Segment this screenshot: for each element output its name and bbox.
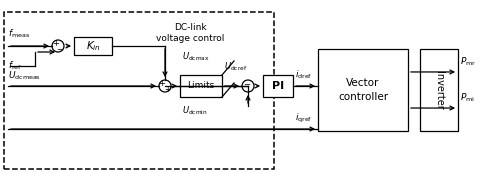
Bar [263,75,293,97]
Text: $P_{\mathrm{mi}}$: $P_{\mathrm{mi}}$ [460,92,475,104]
Bar [180,75,222,97]
Text: $U_{\mathrm{dcmax}}$: $U_{\mathrm{dcmax}}$ [182,51,210,63]
Text: $f_{\mathrm{ref}}$: $f_{\mathrm{ref}}$ [8,60,22,72]
Bar [420,49,458,131]
Text: PI: PI [272,81,284,91]
Bar [318,49,408,131]
Text: −: − [244,81,250,89]
Text: +: + [164,85,170,94]
Text: $U_{\mathrm{dcmin}}$: $U_{\mathrm{dcmin}}$ [182,105,208,117]
Text: $P_{\mathrm{mr}}$: $P_{\mathrm{mr}}$ [460,55,476,68]
Text: Vector
controller: Vector controller [338,78,388,102]
Text: $i_{\mathrm{qref}}$: $i_{\mathrm{qref}}$ [295,112,312,125]
Bar [74,37,112,55]
Text: −: − [56,45,62,54]
Text: Inverter: Inverter [434,71,444,109]
Bar [4,12,274,169]
Text: +: + [52,39,60,48]
Text: DC-link
voltage control: DC-link voltage control [156,23,224,43]
Text: $i_{\mathrm{dref}}$: $i_{\mathrm{dref}}$ [295,68,312,81]
Text: $U_{\mathrm{dcref}}$: $U_{\mathrm{dcref}}$ [224,61,248,73]
Text: $f_{\mathrm{meas}}$: $f_{\mathrm{meas}}$ [8,28,30,40]
Text: +: + [158,79,166,88]
Text: $K_{in}$: $K_{in}$ [86,39,100,53]
Text: Limits: Limits [188,81,214,90]
Text: $U_{\mathrm{dcmeas}}$: $U_{\mathrm{dcmeas}}$ [8,70,41,82]
